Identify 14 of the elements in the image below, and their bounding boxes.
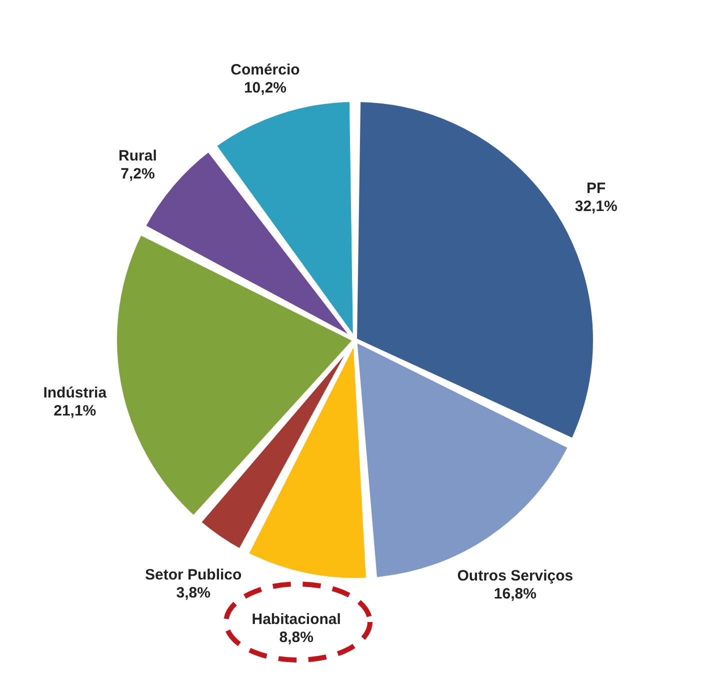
slice-label: Rural bbox=[118, 148, 157, 165]
slice-label: PF bbox=[586, 180, 606, 198]
slice-label: Habitacional bbox=[252, 610, 341, 628]
slice-label: Comércio bbox=[230, 62, 300, 79]
data-label: 21,1% bbox=[54, 402, 96, 420]
data-label: 16,8% bbox=[494, 586, 536, 603]
data-label: 32,1% bbox=[574, 198, 618, 216]
slice-label: Setor Publico bbox=[144, 566, 242, 584]
data-label: 3,8% bbox=[176, 584, 210, 602]
slice-label: Outros Serviços bbox=[457, 568, 574, 585]
slice-label: Indústria bbox=[43, 384, 108, 402]
data-label: 7,2% bbox=[120, 166, 155, 183]
data-label: 8,8% bbox=[279, 628, 314, 646]
data-label: 10,2% bbox=[244, 80, 286, 97]
